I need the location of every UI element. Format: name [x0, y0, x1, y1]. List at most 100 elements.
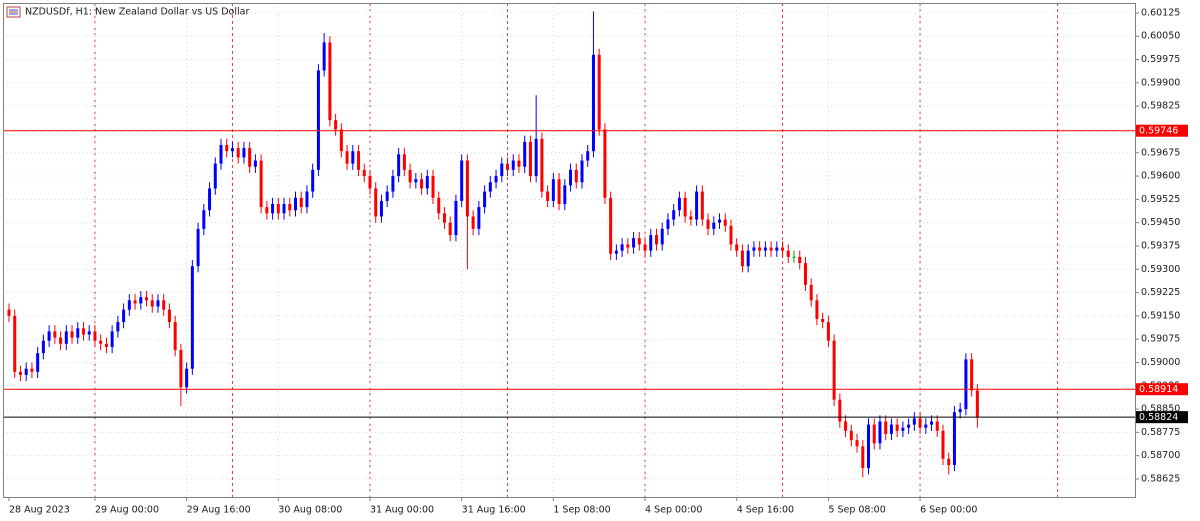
candle-body — [580, 160, 584, 183]
candle-body — [18, 371, 22, 375]
candle-body — [208, 188, 212, 211]
candle-body — [420, 179, 424, 189]
symbol-icon — [6, 6, 21, 18]
candle-body — [517, 160, 521, 167]
candle-body — [288, 204, 292, 211]
candle-body — [253, 160, 257, 167]
candle-body — [740, 250, 744, 267]
x-tick-label: 29 Aug 00:00 — [95, 505, 159, 516]
candle-body — [276, 204, 280, 214]
candle-body — [460, 160, 464, 201]
candle-body — [700, 191, 704, 220]
candle-body — [666, 219, 670, 229]
candle-body — [248, 148, 252, 167]
candle-body — [494, 176, 498, 183]
candle-body — [391, 176, 395, 192]
candle-body — [683, 197, 687, 217]
candle-body — [408, 169, 412, 183]
candle-body — [918, 418, 922, 428]
candle-body — [826, 322, 830, 341]
candle-body — [139, 297, 143, 304]
candle-body — [975, 390, 979, 418]
candle-body — [7, 309, 11, 316]
candle-body — [809, 284, 813, 301]
candle-body — [59, 337, 63, 344]
y-tick-label: 0.59375 — [1141, 240, 1180, 251]
candle-body — [924, 424, 928, 428]
candle-body — [76, 328, 80, 338]
y-tick-label: 0.58850 — [1141, 404, 1180, 415]
candle-body — [185, 368, 189, 388]
candle-body — [838, 399, 842, 422]
candle-body — [368, 176, 372, 189]
y-tick-label: 0.59150 — [1141, 310, 1180, 321]
candle-body — [351, 151, 355, 164]
candle-body — [488, 182, 492, 192]
plot-frame — [3, 3, 1136, 498]
y-tick-label: 0.59000 — [1141, 357, 1180, 368]
candle-body — [213, 163, 217, 189]
y-tick-label: 0.59825 — [1141, 101, 1180, 112]
candle-body — [677, 197, 681, 211]
y-tick-label: 0.60125 — [1141, 7, 1180, 18]
candle-body — [626, 244, 630, 248]
candle-body — [706, 219, 710, 229]
candle-body — [952, 412, 956, 465]
candle-body — [99, 340, 103, 344]
candle-body — [122, 309, 126, 323]
candle-body — [242, 148, 246, 158]
candle-body — [654, 235, 658, 245]
candle-body — [603, 129, 607, 198]
candle-body — [523, 141, 527, 167]
candle-body — [723, 219, 727, 226]
candle-body — [47, 331, 51, 341]
candle-body — [13, 315, 17, 372]
candle-body — [695, 191, 699, 220]
y-tick-label: 0.59900 — [1141, 77, 1180, 88]
candle-body — [225, 144, 229, 152]
candle-body — [729, 225, 733, 245]
candle-body — [334, 120, 338, 130]
candle-body — [614, 250, 618, 254]
candle-body — [162, 300, 166, 310]
candle-body — [104, 343, 108, 347]
y-tick-label: 0.58775 — [1141, 427, 1180, 438]
x-tick-label: 4 Sep 16:00 — [737, 505, 794, 516]
candle-body — [190, 266, 194, 369]
candle-body — [901, 427, 905, 431]
candle-body — [167, 309, 171, 323]
candle-body — [803, 263, 807, 285]
candle-body — [528, 141, 532, 177]
candle-body — [878, 421, 882, 444]
candle-body — [24, 368, 28, 375]
candle-body — [849, 430, 853, 441]
candle-body — [718, 219, 722, 223]
y-tick-label: 0.58700 — [1141, 450, 1180, 461]
candle-body — [597, 54, 601, 130]
candle-body — [36, 353, 40, 372]
candle-body — [116, 322, 120, 332]
x-tick-label: 29 Aug 16:00 — [187, 505, 251, 516]
candle-body — [173, 322, 177, 351]
y-tick-label: 0.59450 — [1141, 217, 1180, 228]
candle-body — [632, 238, 636, 248]
overlay-layer: 0.59746 0.58914 0.58824 — [3, 124, 1188, 424]
candle-body — [832, 340, 836, 400]
candle-body — [265, 207, 269, 214]
candle-body — [402, 154, 406, 170]
candle-body — [179, 350, 183, 388]
candle-body — [563, 185, 567, 205]
candle-body — [133, 300, 137, 304]
candle-body — [127, 300, 131, 310]
level-label: 0.58914 — [1139, 384, 1178, 395]
candle-body — [322, 42, 326, 71]
candle-body — [506, 163, 510, 170]
candle-body — [145, 297, 149, 301]
candle-body — [282, 204, 286, 214]
x-tick-label: 31 Aug 16:00 — [462, 505, 526, 516]
candle-body — [758, 247, 762, 251]
candle-body — [271, 204, 275, 214]
candle-body — [230, 148, 234, 152]
candle-body — [557, 179, 561, 205]
level-label-box — [1136, 124, 1188, 137]
